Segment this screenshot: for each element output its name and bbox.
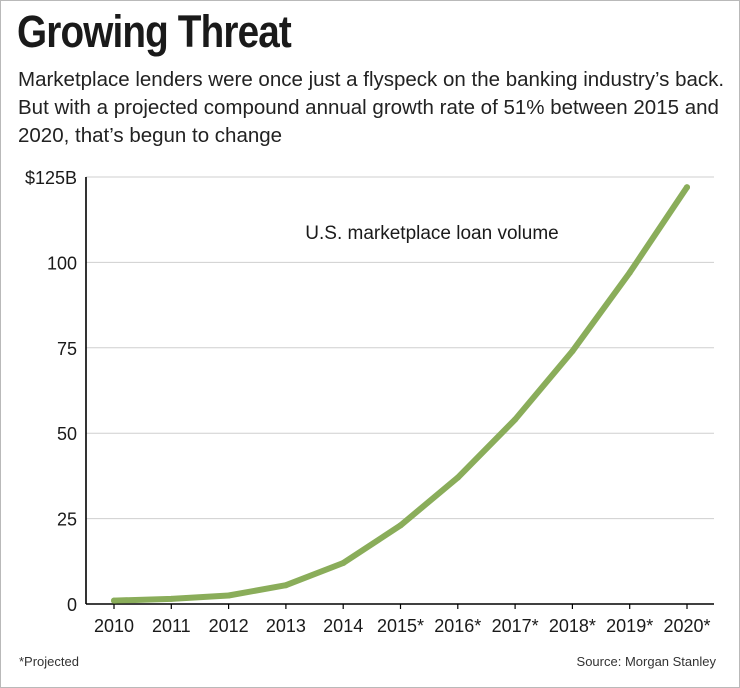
data-point [225,592,232,599]
y-tick-label: 100 [47,253,77,273]
x-tick-label: 2014 [323,616,363,636]
x-tick-label: 2011 [152,616,191,636]
y-tick-label: $125B [25,168,77,188]
data-point [512,416,519,423]
source-credit: Source: Morgan Stanley [576,654,716,669]
x-tick-label: 2013 [266,616,306,636]
data-point [340,560,347,567]
x-tick-label: 2018* [549,616,596,636]
x-tick-label: 2010 [94,616,134,636]
y-tick-label: 50 [57,424,77,444]
footnote: *Projected [19,654,79,669]
y-tick-label: 25 [57,510,77,530]
data-point [111,597,117,604]
series-line [111,184,690,604]
x-tick-label: 2020* [663,616,710,636]
data-point [397,522,404,529]
chart-title: Growing Threat [17,6,292,57]
y-tick-label: 75 [57,339,77,359]
data-point [684,184,690,191]
data-point [569,348,576,355]
x-tick-label: 2017* [492,616,539,636]
x-tick-label: 2016* [434,616,481,636]
data-point [282,582,289,589]
data-point [168,595,175,602]
data-point [454,474,461,481]
x-tick-label: 2015* [377,616,424,636]
chart-subtitle: Marketplace lenders were once just a fly… [18,68,725,147]
series-label: U.S. marketplace loan volume [305,223,558,244]
y-tick-label: 0 [67,595,77,615]
x-tick-label: 2019* [606,616,653,636]
data-point [626,269,633,276]
x-tick-label: 2012 [209,616,249,636]
